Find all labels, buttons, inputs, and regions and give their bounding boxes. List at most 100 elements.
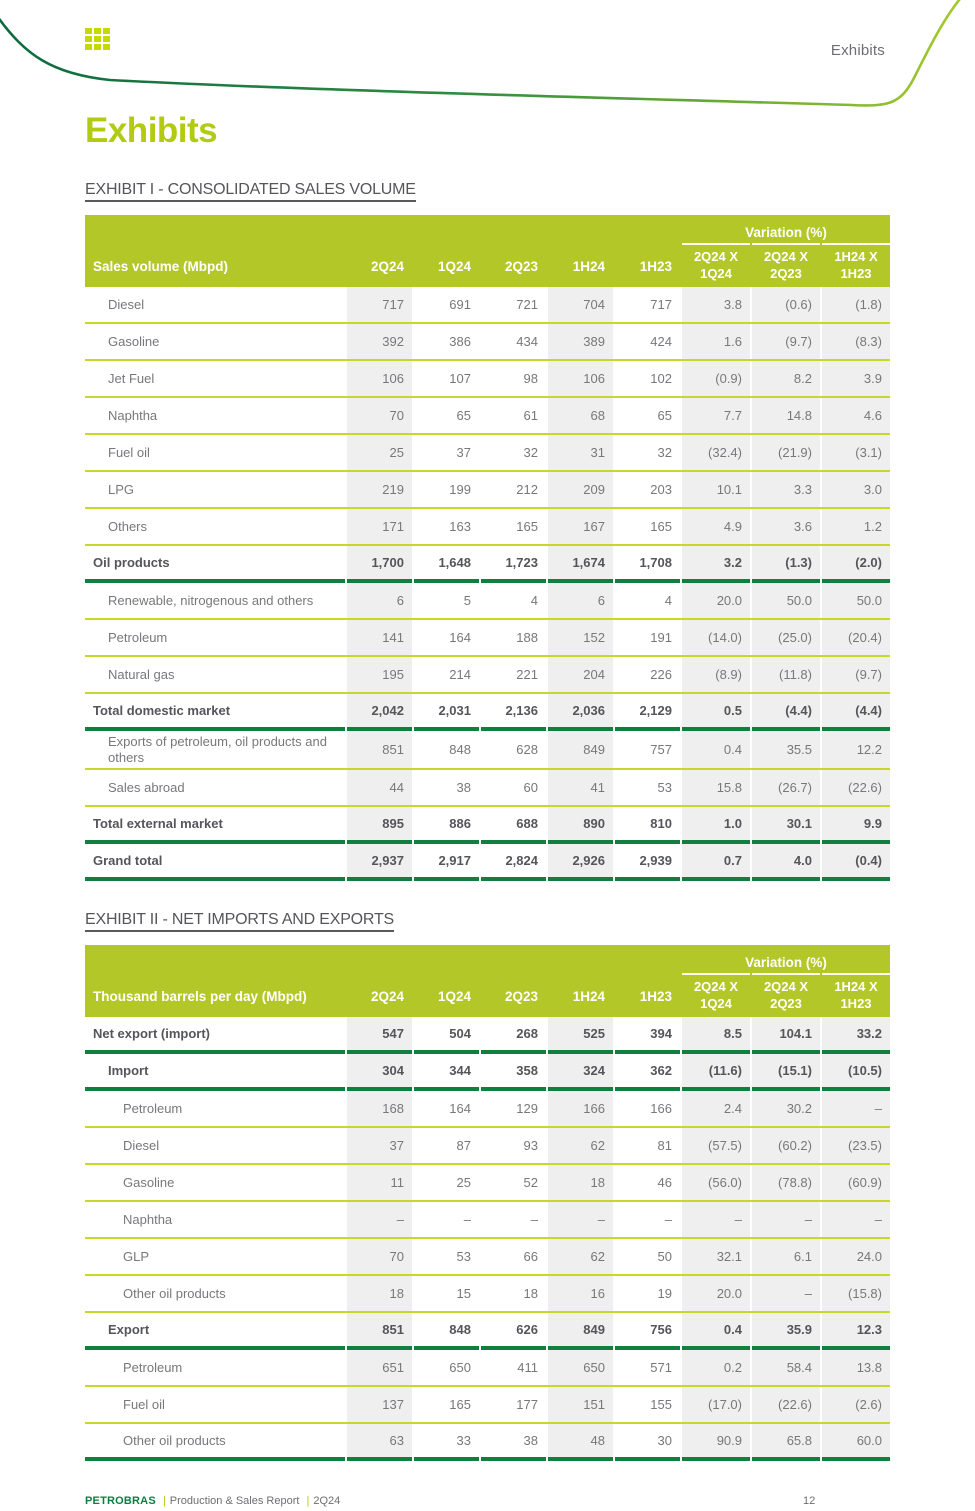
- value-cell: 895: [347, 807, 412, 845]
- variation-column-header: 1H24 X 1H23: [822, 243, 890, 287]
- value-cell: 704: [548, 287, 613, 322]
- footer-separator: |: [162, 1495, 166, 1508]
- value-cell: 87: [456, 1138, 471, 1154]
- value-cell: (11.8): [752, 657, 820, 692]
- value-cell: 65.8: [752, 1424, 820, 1462]
- value-cell: 4.6: [822, 398, 890, 433]
- value-cell: 6.1: [752, 1239, 820, 1275]
- value-cell: 106: [347, 361, 412, 396]
- value-cell: 2,136: [481, 694, 546, 731]
- value-cell: (0.9): [682, 361, 750, 396]
- row-label: Jet Fuel: [108, 370, 155, 386]
- value-cell: 851: [347, 1313, 412, 1351]
- value-cell: 304: [347, 1054, 412, 1092]
- logo-tile: [85, 36, 92, 42]
- value-cell: (1.3): [752, 546, 820, 583]
- value-cell: 12.2: [822, 731, 890, 769]
- value-cell: 164: [449, 630, 471, 645]
- value-cell: (2.0): [822, 546, 890, 583]
- value-cell: (22.6): [822, 770, 890, 806]
- value-cell: 199: [449, 482, 471, 497]
- footer-period: 2Q24: [313, 1495, 341, 1508]
- exhibit-2-table: Thousand barrels per day (Mbpd) 2Q24 1Q24 2…: [85, 945, 890, 1462]
- value-cell: 19: [657, 1286, 672, 1302]
- table-row: Other oil products 63 33 38 48 30 90.9 65.8 60.0: [85, 1424, 890, 1462]
- value-cell: (78.8): [752, 1165, 820, 1201]
- value-cell: 165: [449, 1397, 471, 1413]
- value-cell: 2,937: [347, 844, 412, 882]
- value-cell: 386: [449, 334, 471, 349]
- row-label: LPG: [108, 481, 135, 497]
- value-cell: 137: [347, 1387, 412, 1423]
- value-cell: 1,723: [481, 546, 546, 583]
- table-row: Naphtha – – – – – – – –: [85, 1202, 890, 1240]
- value-cell: 0.5: [682, 694, 750, 731]
- value-cell: –: [822, 1091, 890, 1127]
- value-cell: (20.4): [822, 620, 890, 655]
- value-cell: (0.6): [752, 287, 820, 322]
- value-cell: (8.3): [822, 324, 890, 359]
- row-label: Renewable, nitrogenous and others: [108, 592, 314, 608]
- value-cell: 848: [414, 1313, 479, 1351]
- value-cell: 20.0: [682, 1276, 750, 1312]
- value-cell: 756: [615, 1313, 680, 1351]
- value-cell: 32.1: [682, 1239, 750, 1275]
- value-cell: 165: [516, 519, 538, 534]
- logo-tile: [103, 28, 110, 34]
- table-row: Total external market 895 886 688 890 810 1.0 3…: [85, 807, 890, 845]
- value-cell: 81: [657, 1138, 672, 1154]
- value-cell: 226: [650, 667, 672, 682]
- value-cell: 163: [449, 519, 471, 534]
- logo-tile: [94, 28, 101, 34]
- table-row: Total domestic market 2,042 2,031 2,136 2,03…: [85, 694, 890, 731]
- value-cell: 411: [517, 1360, 538, 1376]
- value-cell: 8.2: [752, 361, 820, 396]
- table-row: Renewable, nitrogenous and others 6 5 4 6 4 20…: [85, 583, 890, 620]
- value-cell: 389: [548, 324, 613, 359]
- value-cell: (8.9): [682, 657, 750, 692]
- row-label: Petroleum: [123, 1100, 183, 1116]
- table-row: Petroleum 141 164 188 152 191 (14.0) (25.0) (20.…: [85, 620, 890, 657]
- value-cell: (9.7): [752, 324, 820, 359]
- value-cell: 107: [449, 371, 471, 386]
- value-cell: 434: [516, 334, 538, 349]
- page-title: Exhibits: [85, 111, 218, 150]
- value-cell: 46: [657, 1175, 672, 1191]
- value-cell: 3.0: [822, 472, 890, 507]
- exhibit-2-heading: EXHIBIT II - NET IMPORTS AND EXPORTS: [85, 911, 394, 933]
- row-label: Naphtha: [108, 407, 158, 423]
- value-cell: 9.9: [822, 807, 890, 845]
- value-cell: 191: [650, 630, 672, 645]
- table-row: Other oil products 18 15 18 16 19 20.0– (15.8): [85, 1276, 890, 1314]
- value-cell: 344: [414, 1054, 479, 1092]
- value-cell: 209: [548, 472, 613, 507]
- value-cell: 2,036: [548, 694, 613, 731]
- value-cell: 35.5: [752, 731, 820, 769]
- value-cell: (21.9): [752, 435, 820, 470]
- value-cell: 41: [548, 770, 613, 806]
- value-cell: 68: [548, 398, 613, 433]
- value-cell: (32.4): [682, 435, 750, 470]
- value-cell: 2,031: [414, 694, 479, 731]
- row-label: Exports of petroleum, oil products and o…: [108, 734, 327, 765]
- row-label: Other oil products: [85, 1424, 345, 1462]
- value-cell: –: [752, 1202, 820, 1238]
- value-cell: 30.1: [752, 807, 820, 845]
- table-row: Fuel oil 137 165 177 151 155 (17.0) (22.6) (2.6): [85, 1387, 890, 1425]
- row-label-column-header: Sales volume (Mbpd): [93, 259, 229, 274]
- value-cell: 2,917: [414, 844, 479, 882]
- logo-tile: [94, 44, 101, 50]
- value-cell: 394: [615, 1017, 680, 1055]
- value-cell: 155: [650, 1397, 672, 1413]
- value-cell: 219: [347, 472, 412, 507]
- value-cell: 16: [548, 1276, 613, 1312]
- page-footer: PETROBRAS | Production & Sales Report | 2Q…: [85, 1495, 890, 1511]
- variation-column-header: 2Q24 X 1Q24: [682, 243, 750, 287]
- value-cell: 65: [456, 408, 471, 423]
- row-label: Export: [85, 1313, 345, 1351]
- row-label: Natural gas: [108, 666, 175, 682]
- value-cell: 848: [449, 742, 471, 758]
- value-cell: (25.0): [752, 620, 820, 655]
- value-cell: 24.0: [822, 1239, 890, 1275]
